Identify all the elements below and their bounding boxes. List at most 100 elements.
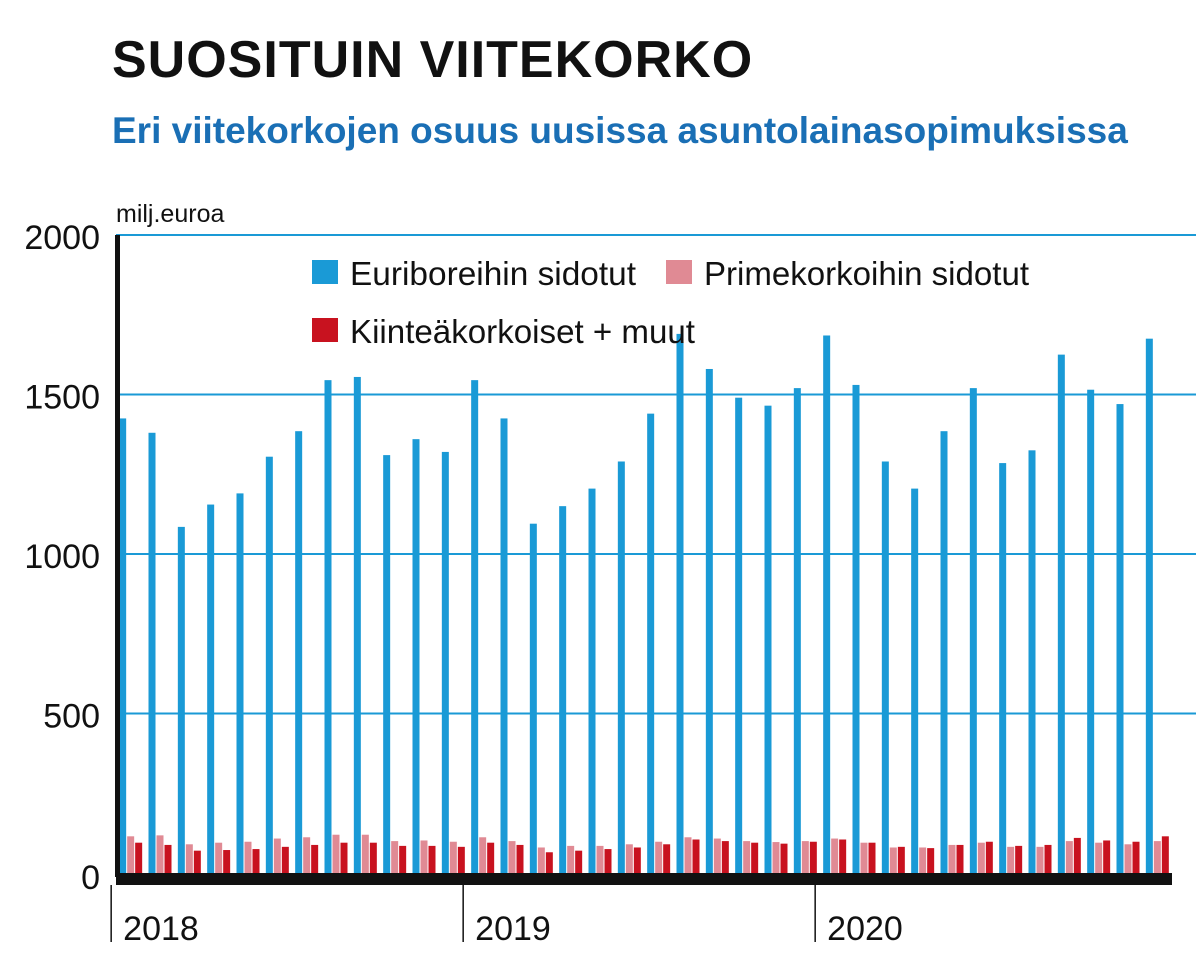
legend-euribor-label: Euriboreihin sidotut (350, 255, 636, 292)
euribor-bar (1087, 389, 1095, 873)
fixed-bar (369, 842, 377, 873)
chart-title: SUOSITUIN VIITEKORKO (112, 31, 754, 89)
fixed-bar (1044, 844, 1052, 873)
euribor-bar (324, 380, 332, 873)
prime-bar (743, 841, 751, 873)
fixed-bar (311, 844, 319, 873)
euribor-bar (588, 488, 596, 873)
euribor-bar (969, 388, 977, 873)
fixed-bar (692, 839, 700, 873)
euribor-bar (1028, 450, 1036, 873)
fixed-bar (193, 850, 201, 873)
fixed-bar (575, 850, 583, 873)
euribor-bar (999, 463, 1007, 873)
prime-bar (713, 838, 721, 873)
euribor-bar (940, 431, 948, 873)
fixed-bar (839, 839, 847, 873)
prime-bar (919, 847, 927, 873)
prime-bar (420, 840, 428, 873)
euribor-bar (119, 418, 127, 873)
fixed-bar (956, 844, 964, 873)
fixed-bar (633, 847, 641, 873)
fixed-bar (340, 842, 348, 873)
prime-bar (772, 842, 780, 873)
prime-bar (479, 837, 487, 873)
prime-bar (215, 842, 223, 873)
prime-bar (244, 841, 252, 873)
euribor-bar (177, 526, 185, 873)
x-year-label: 2018 (123, 910, 199, 948)
euribor-bar (353, 376, 361, 873)
y-axis-unit-label: milj.euroa (116, 200, 224, 228)
euribor-bar (412, 439, 420, 873)
euribor-bar (1116, 404, 1124, 873)
fixed-bar (457, 846, 465, 873)
legend: Euriboreihin sidotut Primekorkoihin sidot… (312, 255, 1029, 350)
fixed-bar (399, 845, 407, 873)
legend-fixed-swatch (312, 318, 338, 342)
euribor-bar (676, 333, 684, 873)
euribor-bar (265, 456, 273, 873)
euribor-bar (500, 418, 508, 873)
fixed-bar (868, 842, 876, 873)
prime-bar (303, 837, 311, 873)
axes: 2018 2019 2020 (110, 235, 1172, 948)
fixed-bar (1103, 840, 1111, 873)
prime-bar (391, 841, 399, 873)
legend-prime-swatch (666, 260, 692, 284)
fixed-bar (428, 845, 436, 873)
y-axis-ticks: 0 500 1000 1500 2000 (24, 219, 100, 897)
fixed-bar (604, 849, 612, 873)
prime-bar (537, 847, 545, 873)
euribor-bar (881, 461, 889, 873)
prime-bar (860, 842, 868, 873)
prime-bar (1007, 846, 1015, 873)
prime-bar (508, 841, 516, 873)
fixed-bar (516, 844, 524, 873)
fixed-bar (1073, 837, 1081, 873)
prime-bar (332, 834, 340, 873)
euribor-bar (852, 384, 860, 873)
fixed-bar (223, 850, 231, 873)
fixed-bar (1132, 841, 1140, 873)
chart-subtitle: Eri viitekorkojen osuus uusissa asuntola… (112, 110, 1128, 151)
prime-bar (1095, 842, 1103, 873)
y-tick-label: 1500 (24, 379, 100, 417)
y-tick-label: 1000 (24, 538, 100, 576)
bars (119, 333, 1169, 873)
prime-bar (625, 844, 633, 873)
legend-euribor-swatch (312, 260, 338, 284)
euribor-bar (471, 380, 479, 873)
euribor-bar (529, 523, 537, 873)
euribor-bar (295, 431, 303, 873)
euribor-bar (559, 506, 567, 873)
fixed-bar (985, 841, 993, 873)
fixed-bar (281, 846, 289, 873)
prime-bar (1124, 844, 1132, 873)
legend-prime-label: Primekorkoihin sidotut (704, 255, 1029, 292)
fixed-bar (164, 844, 172, 873)
euribor-bar (823, 335, 831, 873)
prime-bar (1065, 841, 1073, 873)
x-year-label: 2019 (475, 910, 551, 948)
fixed-bar (751, 842, 759, 873)
prime-bar (449, 841, 457, 873)
fixed-bar (927, 848, 935, 873)
euribor-bar (383, 455, 391, 873)
fixed-bar (135, 842, 143, 873)
prime-bar (684, 837, 692, 873)
euribor-bar (148, 432, 156, 873)
fixed-bar (897, 846, 905, 873)
euribor-bar (1145, 338, 1153, 873)
y-tick-label: 0 (81, 859, 100, 897)
fixed-bar (487, 842, 495, 873)
euribor-bar (793, 388, 801, 873)
prime-bar (1036, 846, 1044, 873)
fixed-bar (780, 843, 788, 873)
fixed-bar (252, 849, 260, 873)
prime-bar (655, 841, 663, 873)
prime-bar (948, 844, 956, 873)
fixed-bar (663, 844, 671, 873)
prime-bar (596, 845, 604, 873)
